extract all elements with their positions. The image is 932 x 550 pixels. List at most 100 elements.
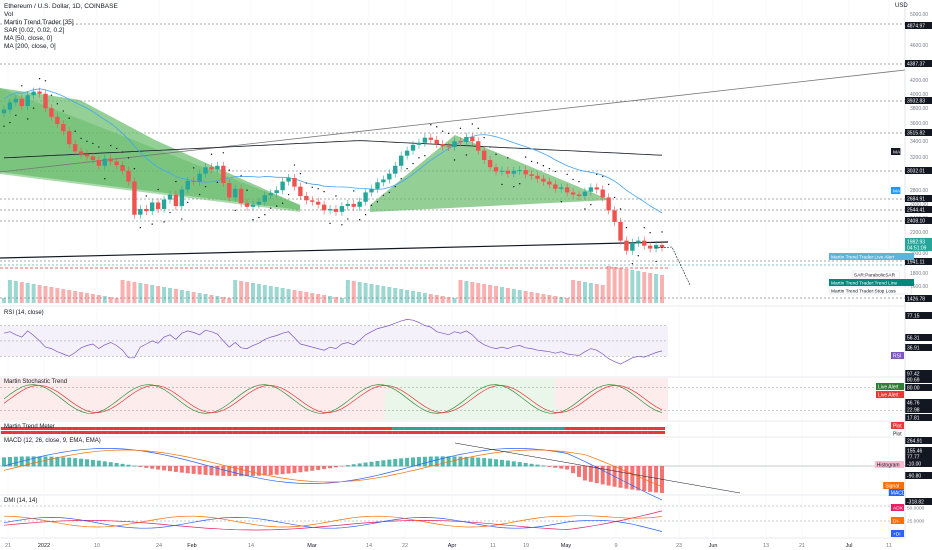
candle[interactable]: [440, 144, 445, 147]
candle[interactable]: [167, 194, 173, 200]
dmi-title[interactable]: DMI (14, 14): [4, 498, 38, 504]
candle[interactable]: [209, 167, 214, 170]
candle[interactable]: [244, 203, 250, 207]
price-label[interactable]: 3515.82: [907, 131, 925, 137]
rsi-title[interactable]: RSI (14, close): [4, 310, 44, 316]
candle[interactable]: [144, 208, 149, 212]
candle[interactable]: [268, 193, 273, 196]
candle[interactable]: [505, 170, 511, 174]
candle[interactable]: [464, 136, 469, 142]
candle[interactable]: [321, 204, 327, 211]
price-label[interactable]: 3032.01: [907, 169, 925, 175]
dmi-pane[interactable]: ADX 50.0000 DI- 25.0000 +DI: [0, 504, 925, 538]
dmi-label[interactable]: +DI: [893, 532, 901, 538]
candle[interactable]: [55, 116, 60, 124]
legend-ma200[interactable]: MA [200, close, 0]: [4, 43, 56, 50]
candle[interactable]: [428, 137, 434, 140]
dmi-label[interactable]: ADX: [893, 506, 904, 512]
candle[interactable]: [126, 170, 131, 182]
candle[interactable]: [570, 192, 576, 195]
stoch-label[interactable]: 97.42: [907, 372, 920, 378]
candle[interactable]: [310, 200, 315, 202]
candle[interactable]: [458, 141, 463, 143]
candle[interactable]: [102, 158, 107, 166]
candle[interactable]: [588, 187, 594, 192]
legend-volume[interactable]: Vol: [4, 11, 14, 18]
stoch-label[interactable]: 80.00: [907, 386, 920, 392]
price-label[interactable]: 2408.10: [907, 219, 925, 225]
price-pane[interactable]: [0, 23, 906, 303]
candle[interactable]: [600, 189, 605, 198]
meter-label[interactable]: Plot: [893, 424, 902, 430]
candle[interactable]: [517, 170, 522, 172]
indicator-tag[interactable]: Martin Trend Trader:Stop Loss: [831, 289, 896, 295]
indicator-tag[interactable]: Martin Trend Trader:Trend Line: [831, 281, 898, 287]
price-label[interactable]: 04:51:09: [907, 246, 927, 252]
rsi-pane[interactable]: 77.15 56.31 36.91 RSI: [0, 312, 932, 365]
candle[interactable]: [541, 178, 546, 182]
candle[interactable]: [7, 102, 13, 110]
macd-title[interactable]: MACD (12, 26, close, 9, EMA, EMA): [4, 438, 101, 444]
macd-label[interactable]: 264.91: [907, 439, 923, 445]
candle[interactable]: [481, 150, 487, 160]
candle[interactable]: [511, 170, 517, 174]
candle[interactable]: [238, 188, 244, 204]
candle[interactable]: [114, 161, 119, 166]
candle[interactable]: [547, 181, 552, 185]
rsi-label[interactable]: 77.15: [907, 314, 920, 320]
candle[interactable]: [576, 194, 582, 196]
candle[interactable]: [256, 201, 262, 205]
candle[interactable]: [339, 206, 345, 212]
candle[interactable]: [37, 91, 42, 94]
stoch-title[interactable]: Martin Stochastic Trend: [4, 379, 68, 385]
candle[interactable]: [369, 188, 374, 193]
candle[interactable]: [398, 155, 404, 166]
price-label[interactable]: 4387.37: [907, 62, 925, 68]
candle[interactable]: [286, 178, 291, 182]
stoch-label[interactable]: Live Alert: [878, 393, 899, 399]
meter-label[interactable]: Plot: [893, 432, 902, 438]
price-label[interactable]: 1941.11: [907, 260, 925, 266]
candle[interactable]: [221, 165, 226, 184]
candle[interactable]: [612, 210, 617, 222]
candle[interactable]: [31, 91, 36, 96]
candle[interactable]: [304, 196, 309, 201]
symbol-title[interactable]: Ethereum / U.S. Dollar, 1D, COINBASE: [4, 3, 118, 10]
candle[interactable]: [375, 182, 380, 189]
candle[interactable]: [594, 187, 599, 190]
macd-label[interactable]: MACD: [891, 491, 906, 497]
candle[interactable]: [553, 184, 558, 189]
macd-label[interactable]: -90.80: [907, 474, 921, 480]
meter-title[interactable]: Martin Trend Meter: [4, 424, 55, 430]
candle[interactable]: [381, 179, 386, 183]
candle[interactable]: [422, 137, 428, 143]
candle[interactable]: [452, 141, 457, 148]
macd-label[interactable]: Histogram: [877, 463, 900, 469]
candle[interactable]: [523, 170, 528, 175]
candle[interactable]: [215, 165, 220, 170]
candle[interactable]: [642, 240, 647, 246]
price-label[interactable]: 2684.91: [907, 197, 925, 203]
candle[interactable]: [298, 186, 303, 196]
dmi-label[interactable]: 50.0000: [907, 506, 925, 512]
candle[interactable]: [618, 221, 623, 241]
candle[interactable]: [606, 197, 611, 211]
candle[interactable]: [191, 180, 196, 182]
trend-meter-pane[interactable]: Plot Plot: [1, 422, 904, 438]
candle[interactable]: [1, 109, 7, 114]
legend-sar[interactable]: SAR [0.02, 0.02, 0.2]: [4, 27, 65, 34]
candle[interactable]: [155, 202, 161, 209]
candle[interactable]: [647, 245, 653, 249]
macd-label[interactable]: 155.46: [907, 449, 923, 455]
candle[interactable]: [274, 190, 279, 194]
legend-trend-trader[interactable]: Martin Trend Trader [35]: [4, 19, 74, 26]
candle[interactable]: [78, 151, 84, 155]
price-label[interactable]: 3932.83: [907, 99, 925, 105]
candle[interactable]: [90, 156, 96, 160]
candle[interactable]: [232, 188, 238, 198]
candle[interactable]: [19, 98, 24, 106]
candle[interactable]: [582, 191, 588, 196]
candle[interactable]: [345, 203, 351, 207]
candle[interactable]: [434, 139, 439, 145]
